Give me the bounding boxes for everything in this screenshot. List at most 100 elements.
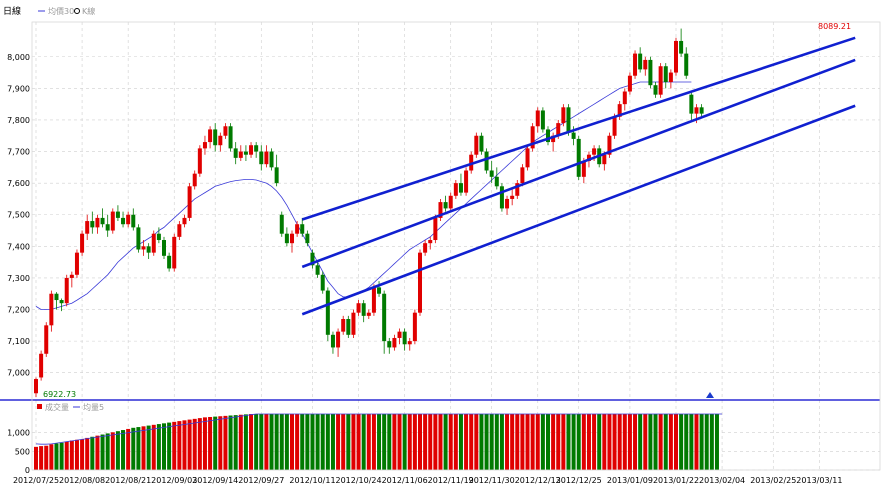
candle-body (489, 170, 494, 177)
candle-body (223, 126, 228, 136)
volume-bar (69, 440, 74, 470)
candlestick (233, 142, 238, 165)
volume-bar (433, 414, 438, 470)
volume-legend-label: 成交量 (45, 402, 69, 412)
volume-bar (597, 414, 602, 470)
volume-bar (699, 414, 704, 470)
candlestick (382, 290, 387, 354)
volume-bar (233, 415, 238, 470)
candlestick (85, 214, 90, 241)
candle-body (254, 145, 259, 152)
candle-body (59, 300, 64, 304)
candlestick (443, 195, 448, 212)
candlestick (448, 192, 453, 212)
candlestick (356, 300, 361, 316)
candlestick (663, 63, 668, 89)
candle-body (433, 217, 438, 241)
candle-body (151, 233, 156, 253)
volume-bar (351, 414, 356, 470)
candle-body (146, 246, 151, 253)
candlestick (489, 161, 494, 184)
candle-body (300, 224, 305, 234)
volume-bar (39, 446, 44, 470)
candlestick (643, 56, 648, 76)
candle-body (167, 255, 172, 269)
candle-body (95, 217, 100, 228)
candlestick (546, 126, 550, 146)
volume-bar (530, 414, 535, 470)
volume-bar (576, 414, 581, 470)
volume-bar (694, 414, 699, 470)
candle-body (561, 107, 566, 124)
candlestick (341, 315, 346, 335)
volume-bar (136, 427, 141, 470)
candle-body (638, 53, 643, 70)
volume-bar (284, 414, 289, 470)
volume-bar (74, 439, 79, 470)
candle-body (633, 53, 638, 76)
volume-bar (684, 414, 689, 470)
candlestick (464, 167, 469, 196)
candle-body (361, 303, 366, 316)
candlestick (90, 211, 95, 234)
volume-bar (535, 414, 540, 470)
volume-bar (54, 443, 59, 470)
volume-bar (622, 414, 627, 470)
volume-average-line (35, 413, 723, 445)
candle-body (612, 116, 617, 136)
candle-body (330, 334, 335, 348)
volume-bar (714, 414, 719, 470)
candlesticks (34, 28, 704, 398)
volume-bar (49, 444, 54, 470)
volume-bar (228, 415, 233, 470)
candle-body (566, 107, 571, 133)
high-price-label: 8089.21 (818, 22, 851, 31)
date-tick-label: 2012/11/06 (382, 476, 428, 485)
volume-bar (653, 414, 658, 470)
candle-body (428, 240, 433, 244)
candlestick (100, 208, 105, 228)
date-tick-label: 2012/09/27 (238, 476, 284, 485)
candle-body (233, 148, 238, 158)
candlestick (320, 271, 325, 294)
date-tick-label: 2012/10/11 (289, 476, 335, 485)
volume-bar (356, 414, 361, 470)
volume-bar (151, 424, 156, 470)
volume-bar (310, 414, 315, 470)
volume-bar (320, 414, 325, 470)
volume-bar (556, 414, 561, 470)
candle-body (366, 312, 371, 316)
candlestick (269, 148, 274, 171)
candlestick (34, 377, 38, 398)
candle-body (305, 233, 310, 244)
candle-body (269, 151, 274, 168)
candlestick (59, 298, 64, 312)
candle-body (141, 246, 146, 250)
candlestick (674, 37, 678, 76)
candle-body (356, 303, 361, 313)
volume-bar (464, 414, 469, 470)
volume-bar (223, 415, 228, 470)
candle-body (412, 312, 417, 342)
volume-bar (423, 414, 428, 470)
volume-bars (34, 414, 719, 470)
price-tick-label: 8,000 (7, 53, 30, 62)
candlestick (136, 224, 141, 253)
candle-body (54, 293, 59, 301)
volume-bar (418, 414, 422, 470)
candlestick (274, 154, 279, 187)
candle-body (622, 91, 627, 105)
candlestick (259, 145, 264, 171)
candle-body (653, 85, 658, 95)
volume-bar (346, 414, 351, 470)
candlestick (474, 132, 479, 158)
candle-body (484, 151, 489, 171)
volume-bar (443, 414, 448, 470)
volume-bar (290, 414, 294, 470)
candlestick (64, 274, 69, 307)
volume-bar (361, 414, 366, 470)
volume-bar (704, 414, 709, 470)
candle-body (136, 227, 141, 250)
candle-body (105, 224, 110, 231)
date-tick-label: 2013/01/09 (607, 476, 653, 485)
